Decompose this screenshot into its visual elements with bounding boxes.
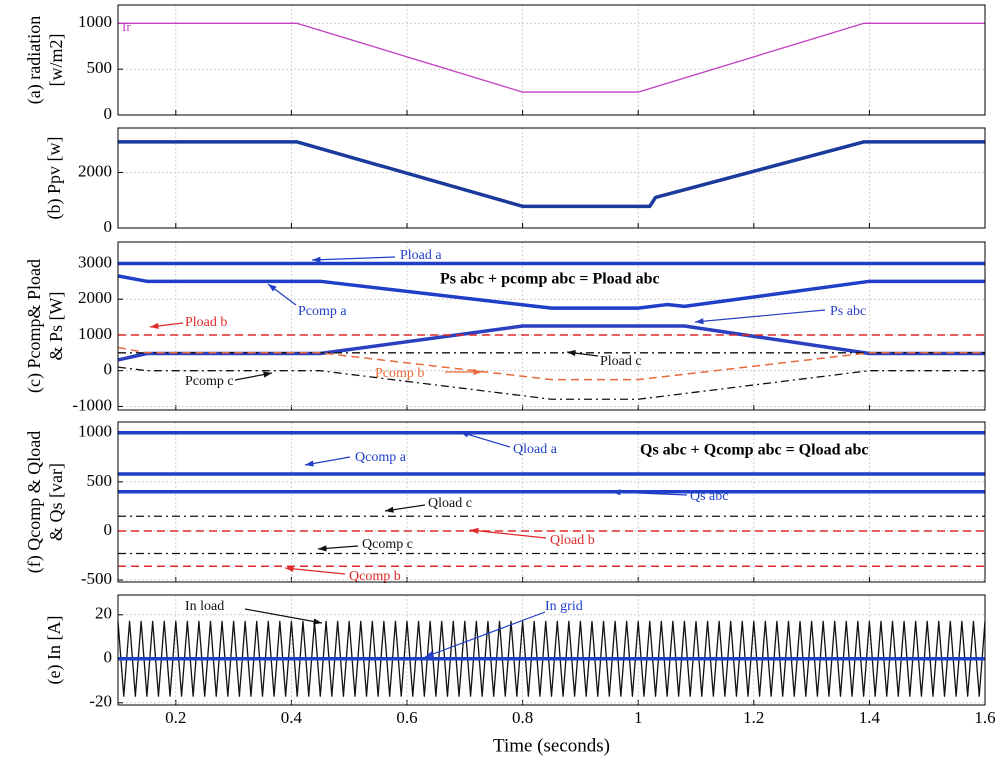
plot-frame: [117, 127, 986, 229]
series-label: Qcomp b: [349, 569, 401, 584]
plot-frame: [117, 421, 986, 583]
series-line: [118, 140, 985, 209]
arrow-head: [305, 460, 314, 467]
y-tick-label: 2000: [78, 161, 112, 180]
series-label: Pcomp b: [375, 366, 424, 381]
series-label: Pcomp a: [298, 304, 347, 319]
arrow-head: [612, 489, 621, 496]
y-axis-label: (f) Qcomp & Qload: [24, 431, 45, 573]
x-tick-label: 0.4: [281, 708, 303, 727]
plot-frame: [117, 4, 986, 116]
y-axis-label: (b) Ppv [w]: [44, 137, 65, 220]
y-tick-label: 3000: [78, 252, 112, 271]
x-tick-label: 0.6: [396, 708, 417, 727]
y-axis-label: (a) radiation: [24, 16, 45, 104]
series-line: [117, 366, 985, 400]
plot-area: [118, 422, 985, 582]
y-tick-label: 1000: [78, 422, 112, 441]
y-tick-label: 0: [104, 520, 113, 539]
series-label: Pload b: [185, 315, 227, 330]
annotation-arrow: [459, 431, 511, 448]
y-axis-label: (c) Pcomp& Pload: [24, 259, 45, 393]
series-label: Pload a: [400, 248, 442, 263]
annotation: Qs abc + Qcomp abc = Qload abc: [640, 442, 868, 459]
annotation-arrow: [311, 256, 396, 261]
plot-frame: [117, 594, 986, 706]
arrow-head: [567, 350, 576, 357]
arrow-head: [268, 284, 277, 292]
x-tick-label: 1.4: [859, 708, 881, 727]
y-tick-label: -20: [89, 692, 112, 711]
arrow-head: [695, 318, 704, 325]
arrow-head: [460, 431, 469, 438]
y-tick-label: 20: [95, 604, 112, 623]
series-label: In grid: [545, 599, 583, 614]
annotation-arrow: [284, 567, 346, 575]
arrow-head: [425, 651, 434, 657]
series-line: [117, 274, 985, 310]
y-tick-label: 0: [104, 648, 113, 667]
x-axis-label: Time (seconds): [493, 735, 610, 756]
series-label: Qload a: [513, 442, 558, 457]
y-tick-label: 0: [104, 360, 113, 379]
series-label: In load: [185, 599, 224, 614]
arrow-head: [263, 371, 272, 378]
series-label: Qload c: [428, 496, 472, 511]
annotation-arrow: [611, 491, 688, 496]
series-line: [117, 620, 986, 697]
arrow-head: [312, 256, 321, 263]
series-line: [118, 22, 985, 93]
x-tick-label: 1: [634, 708, 643, 727]
annotation-arrow: [244, 608, 323, 624]
y-tick-label: 1000: [78, 12, 112, 31]
annotation-arrow: [469, 529, 547, 539]
series-label: Qcomp c: [362, 537, 413, 552]
arrow-head: [473, 368, 482, 376]
x-tick-label: 0.2: [165, 708, 186, 727]
series-label: Ps abc: [830, 304, 866, 319]
y-axis-label: (e) In [A]: [44, 616, 65, 685]
y-tick-label: 1000: [78, 324, 112, 343]
y-axis-label: & Ps [W]: [46, 292, 66, 361]
plot-area: [118, 595, 985, 705]
plot-frame: [117, 241, 986, 411]
y-tick-label: -1000: [72, 395, 112, 414]
series-label: Pcomp c: [185, 374, 234, 389]
series-label: Pload c: [600, 354, 642, 369]
arrow-head: [313, 618, 322, 625]
arrow-head: [285, 565, 294, 572]
arrow-head: [470, 527, 479, 534]
y-tick-label: 500: [87, 58, 113, 77]
annotation-arrow: [694, 309, 826, 323]
series-label: Qload b: [550, 533, 595, 548]
plot-area: [118, 128, 985, 228]
x-tick-label: 1.6: [974, 708, 995, 727]
series-line: [117, 346, 985, 381]
y-tick-label: 0: [104, 217, 113, 236]
y-tick-label: 500: [87, 471, 113, 490]
plot-area: [118, 5, 985, 115]
y-axis-label: & Qs [var]: [46, 463, 66, 541]
series-label: Qs abc: [690, 489, 729, 504]
y-tick-label: 2000: [78, 288, 112, 307]
annotation-arrow: [424, 611, 546, 658]
arrow-head: [385, 506, 394, 513]
arrow-head: [318, 545, 327, 552]
x-tick-label: 0.8: [512, 708, 533, 727]
arrow-head: [150, 322, 159, 330]
annotation: Ps abc + pcomp abc = Pload abc: [440, 271, 660, 288]
x-tick-label: 1.2: [743, 708, 764, 727]
series-label: Ir: [122, 19, 131, 34]
y-tick-label: 0: [104, 104, 113, 123]
y-tick-label: -500: [81, 569, 112, 588]
y-axis-label: [w/m2]: [46, 34, 66, 87]
series-label: Qcomp a: [355, 450, 407, 465]
